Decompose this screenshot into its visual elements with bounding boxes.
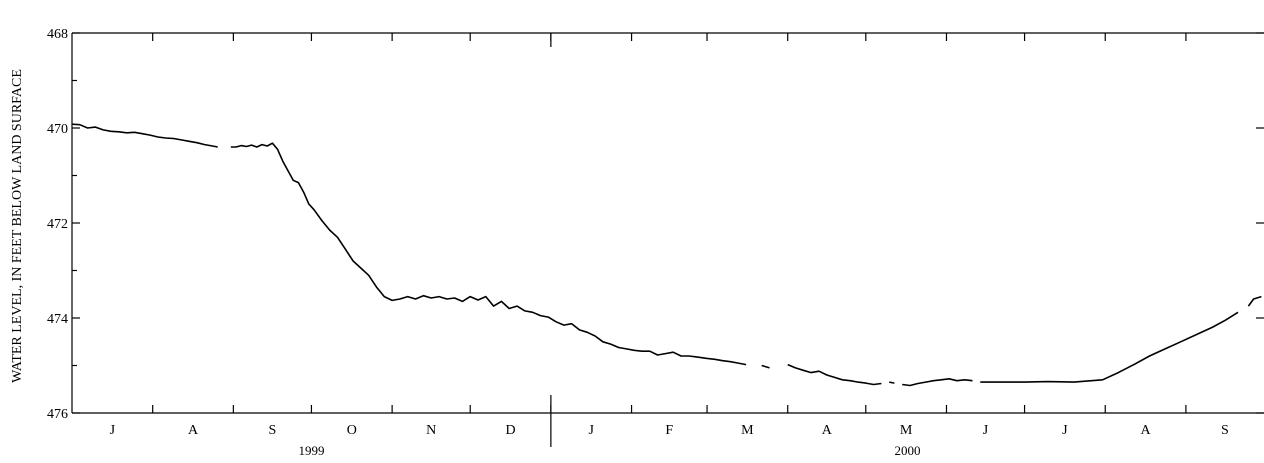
x-month-label: A: [822, 423, 833, 438]
y-tick-label: 472: [47, 217, 68, 232]
x-month-label: J: [110, 423, 116, 438]
y-tick-label: 470: [47, 122, 68, 137]
x-month-label: D: [505, 423, 515, 438]
x-month-label: S: [269, 423, 277, 438]
x-axis-ticks: J A S O N D J F M A M J J A S 1999 2000: [110, 33, 1229, 458]
y-axis-label: WATER LEVEL, IN FEET BELOW LAND SURFACE: [10, 69, 25, 383]
x-month-label: S: [1221, 423, 1229, 438]
plot-frame: [71, 32, 1264, 414]
x-month-label: J: [588, 423, 594, 438]
y-tick-label: 474: [47, 312, 68, 327]
water-level-line-segment: [980, 311, 1239, 383]
x-month-label: J: [1062, 423, 1068, 438]
water-level-line-segment: [71, 123, 218, 148]
water-level-line-segment: [230, 142, 747, 366]
water-level-line-segment: [1247, 295, 1262, 307]
water-level-line-segment: [761, 364, 770, 369]
water-level-line-segment: [889, 381, 895, 384]
x-month-label: A: [188, 423, 199, 438]
x-month-label: O: [347, 423, 357, 438]
x-month-label: M: [741, 423, 754, 438]
water-level-line-segment: [787, 363, 882, 386]
x-year-label: 1999: [298, 443, 324, 458]
x-month-label: J: [983, 423, 989, 438]
x-month-label: M: [900, 423, 913, 438]
y-axis-ticks: 468 470 472 474 476: [47, 27, 1264, 422]
x-year-label: 2000: [894, 443, 920, 458]
y-tick-label: 476: [47, 407, 68, 422]
x-month-label: N: [426, 423, 436, 438]
x-month-label: F: [665, 423, 673, 438]
y-tick-label: 468: [47, 27, 68, 42]
x-month-label: A: [1141, 423, 1152, 438]
water-level-line-segment: [902, 378, 973, 387]
water-level-series: [71, 123, 1262, 387]
